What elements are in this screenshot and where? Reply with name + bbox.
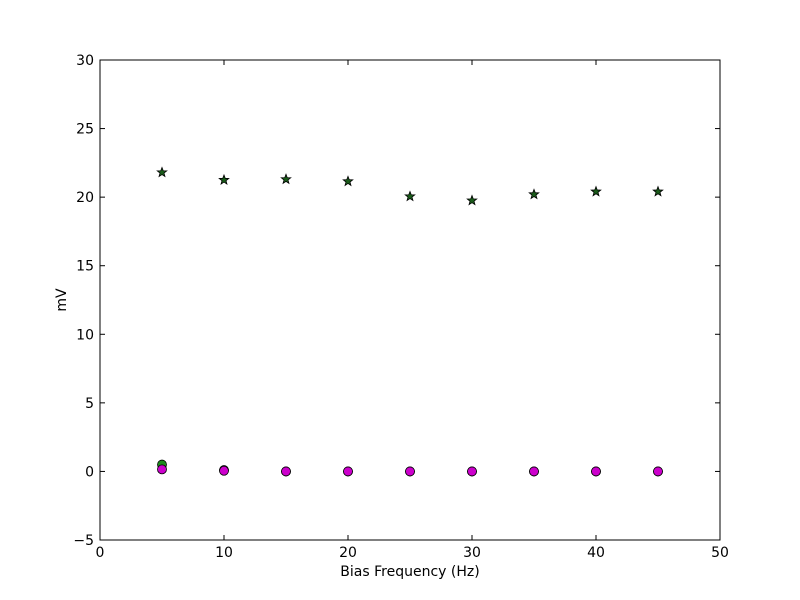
star-point: [281, 174, 291, 183]
y-tick-label: 10: [76, 327, 94, 343]
x-axis-label: Bias Frequency (Hz): [340, 564, 479, 580]
y-tick-label: 5: [85, 396, 94, 412]
magenta-circle-point: [530, 467, 539, 476]
magenta-circle-point: [468, 467, 477, 476]
y-tick-label: 15: [76, 259, 94, 275]
star-point: [219, 175, 229, 184]
magenta-circle-point: [158, 465, 167, 474]
star-point: [157, 167, 167, 176]
x-tick-label: 30: [463, 545, 481, 561]
x-tick-label: 0: [96, 545, 105, 561]
magenta-circle-point: [654, 467, 663, 476]
star-point: [653, 187, 663, 196]
magenta-circle-point: [220, 466, 229, 475]
x-tick-label: 10: [215, 545, 233, 561]
magenta-circle-point: [282, 467, 291, 476]
x-tick-label: 40: [587, 545, 605, 561]
star-point: [467, 196, 477, 205]
star-point: [529, 189, 539, 198]
star-point: [591, 187, 601, 196]
y-tick-label: 30: [76, 53, 94, 69]
magenta-circle-point: [344, 467, 353, 476]
star-point: [405, 191, 415, 200]
y-tick-label: 25: [76, 122, 94, 138]
magenta-circle-point: [592, 467, 601, 476]
x-tick-label: 20: [339, 545, 357, 561]
star-point: [343, 176, 353, 185]
data-marks: [157, 167, 663, 475]
x-tick-label: 50: [711, 545, 729, 561]
y-axis-label: mV: [54, 288, 70, 312]
y-tick-label: 20: [76, 190, 94, 206]
magenta-circle-point: [406, 467, 415, 476]
y-tick-label: −5: [73, 533, 94, 549]
y-tick-label: 0: [85, 464, 94, 480]
